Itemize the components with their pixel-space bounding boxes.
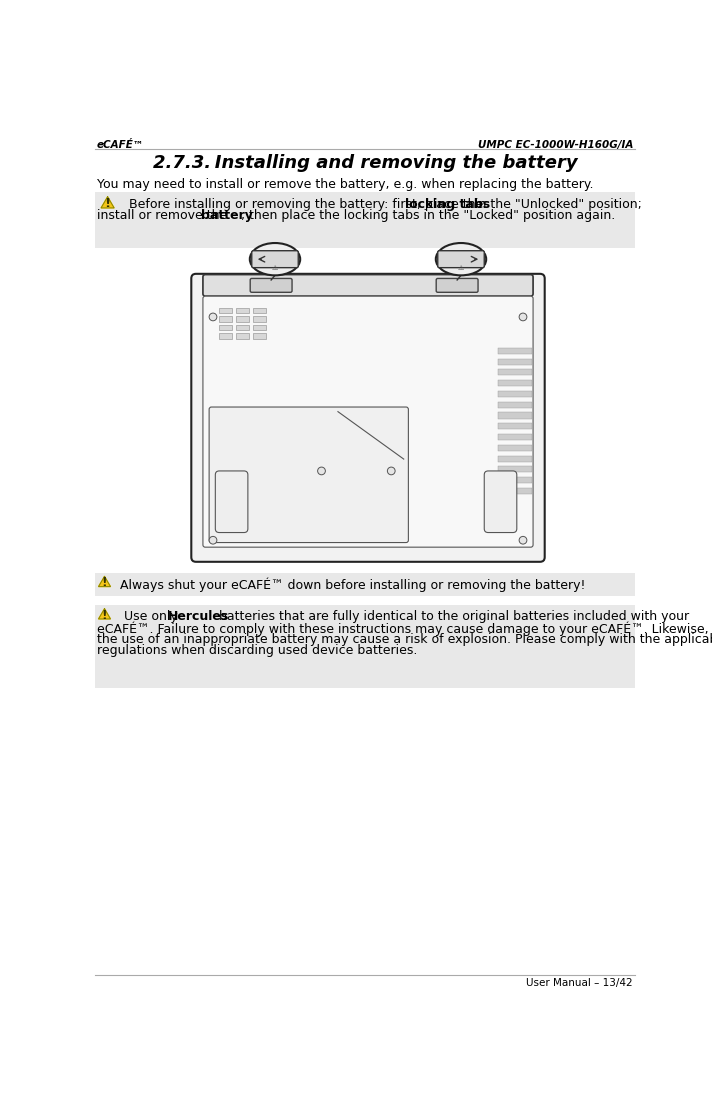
Ellipse shape (250, 243, 300, 275)
Text: eCAFÉ™. Failure to comply with these instructions may cause damage to your eCAFÉ: eCAFÉ™. Failure to comply with these ins… (97, 622, 708, 636)
Bar (498, 456, 533, 461)
Bar (498, 359, 533, 364)
Bar (219, 333, 231, 339)
Bar (236, 324, 248, 330)
Bar (219, 316, 231, 322)
Bar (498, 402, 533, 408)
Bar (498, 391, 533, 397)
Bar (219, 509, 230, 515)
Bar (498, 370, 533, 375)
Text: , then place the locking tabs in the "Locked" position again.: , then place the locking tabs in the "Lo… (241, 209, 615, 222)
Text: UMPC EC-1000W-H160G/IA: UMPC EC-1000W-H160G/IA (478, 140, 633, 150)
FancyBboxPatch shape (436, 278, 478, 292)
FancyBboxPatch shape (438, 251, 484, 267)
Bar (235, 509, 246, 515)
FancyBboxPatch shape (250, 278, 292, 292)
Bar (253, 333, 266, 339)
Text: Before installing or removing the battery: first, place the: Before installing or removing the batter… (125, 197, 487, 211)
Text: !: ! (105, 197, 110, 211)
Polygon shape (98, 608, 110, 619)
Text: ⚠: ⚠ (272, 265, 278, 272)
Bar (498, 488, 533, 494)
FancyBboxPatch shape (209, 407, 409, 543)
Bar (95, 193, 634, 247)
Bar (95, 573, 634, 596)
Text: batteries that are fully identical to the original batteries included with your: batteries that are fully identical to th… (215, 609, 689, 623)
Bar (235, 517, 246, 522)
Bar (236, 333, 248, 339)
Text: 2.7.3. Installing and removing the battery: 2.7.3. Installing and removing the batte… (152, 154, 577, 172)
Bar (498, 444, 533, 451)
Polygon shape (98, 576, 110, 587)
Bar (236, 307, 248, 313)
Bar (498, 380, 533, 387)
Text: User Manual – 13/42: User Manual – 13/42 (526, 978, 633, 988)
Text: You may need to install or remove the battery, e.g. when replacing the battery.: You may need to install or remove the ba… (97, 178, 593, 192)
FancyBboxPatch shape (215, 471, 248, 532)
Text: eCAFÉ™: eCAFÉ™ (97, 140, 144, 150)
Text: install or remove the: install or remove the (97, 209, 231, 222)
FancyBboxPatch shape (252, 251, 298, 267)
Circle shape (519, 536, 527, 544)
Bar (498, 434, 533, 440)
FancyBboxPatch shape (203, 296, 533, 547)
Bar (253, 324, 266, 330)
Bar (253, 307, 266, 313)
Text: !: ! (102, 576, 108, 589)
Circle shape (318, 467, 325, 475)
Bar (253, 316, 266, 322)
Text: Hercules: Hercules (168, 609, 229, 623)
Circle shape (209, 536, 217, 544)
Bar (219, 517, 230, 522)
Text: Always shut your eCAFÉ™ down before installing or removing the battery!: Always shut your eCAFÉ™ down before inst… (120, 577, 585, 592)
Text: locking tabs: locking tabs (405, 197, 491, 211)
Bar (498, 423, 533, 429)
Bar (498, 348, 533, 354)
Bar (236, 316, 248, 322)
Text: ⚠: ⚠ (458, 265, 464, 272)
Bar (498, 477, 533, 483)
FancyBboxPatch shape (192, 274, 545, 561)
Bar (219, 324, 231, 330)
Text: Use only: Use only (120, 609, 182, 623)
Circle shape (387, 467, 395, 475)
Polygon shape (101, 197, 114, 208)
Text: in the "Unlocked" position;: in the "Unlocked" position; (471, 197, 642, 211)
Text: battery: battery (201, 209, 253, 222)
Bar (219, 525, 230, 530)
Circle shape (519, 313, 527, 321)
Bar (95, 605, 634, 688)
Bar (498, 467, 533, 472)
Text: !: ! (102, 608, 108, 622)
Ellipse shape (436, 243, 486, 275)
Circle shape (209, 313, 217, 321)
Bar (498, 412, 533, 419)
FancyBboxPatch shape (203, 274, 533, 296)
Text: regulations when discarding used device batteries.: regulations when discarding used device … (97, 644, 417, 657)
Text: the use of an inappropriate battery may cause a risk of explosion. Please comply: the use of an inappropriate battery may … (97, 633, 712, 646)
Bar (219, 307, 231, 313)
FancyBboxPatch shape (484, 471, 517, 532)
Bar (235, 525, 246, 530)
